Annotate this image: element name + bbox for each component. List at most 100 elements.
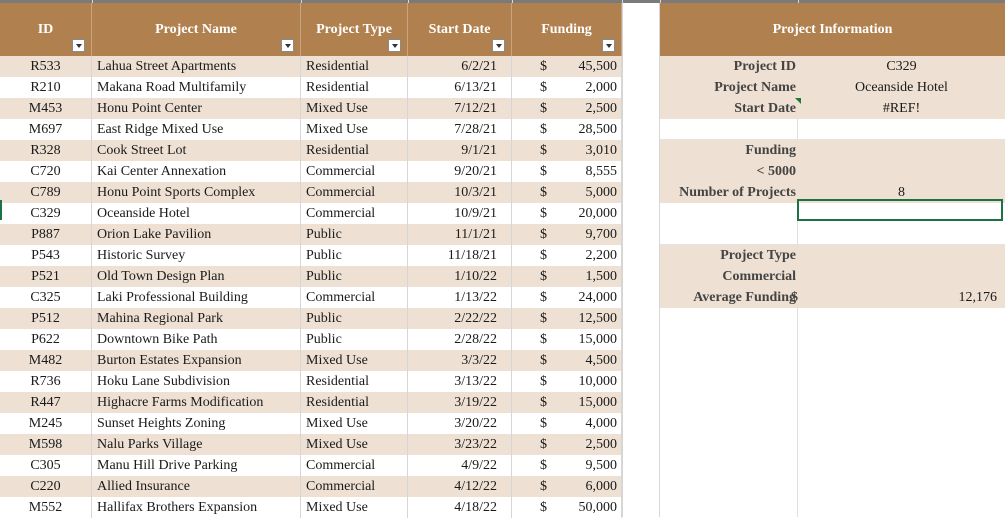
cell-project-id[interactable]: C220 [0, 476, 92, 497]
cell-start-date[interactable]: 4/12/22 [408, 476, 512, 497]
table-row[interactable]: C325 Laki Professional Building Commercial… [0, 287, 622, 308]
table-row[interactable]: R210 Makana Road Multifamily Residential 6/… [0, 77, 622, 98]
cell-project-name[interactable]: Mahina Regional Park [92, 308, 301, 329]
cell-funding[interactable]: $12,500 [512, 308, 622, 329]
cell-project-id[interactable]: M697 [0, 119, 92, 140]
info-row-project-id[interactable]: Project ID C329 [660, 56, 1005, 77]
cell-project-name[interactable]: Laki Professional Building [92, 287, 301, 308]
cell-project-type[interactable]: Residential [301, 56, 408, 77]
cell-start-date[interactable]: 3/19/22 [408, 392, 512, 413]
cell-project-type[interactable]: Public [301, 308, 408, 329]
cell-funding[interactable]: $5,000 [512, 182, 622, 203]
cell-project-id[interactable]: C329 [0, 203, 92, 224]
cell-funding[interactable]: $2,500 [512, 98, 622, 119]
cell-project-type[interactable]: Commercial [301, 161, 408, 182]
info-row-project-type-value[interactable]: Commercial [660, 266, 1005, 287]
header-project-type[interactable]: Project Type [301, 3, 408, 56]
info-row-number-of-projects[interactable]: Number of Projects 8 [660, 182, 1005, 203]
cell-project-name[interactable]: Sunset Heights Zoning [92, 413, 301, 434]
cell-start-date[interactable]: 10/9/21 [408, 203, 512, 224]
table-row[interactable]: C329 Oceanside Hotel Commercial 10/9/21 $20,… [0, 203, 622, 224]
cell-project-name[interactable]: Kai Center Annexation [92, 161, 301, 182]
cell-start-date[interactable]: 2/22/22 [408, 308, 512, 329]
cell-project-type[interactable]: Residential [301, 140, 408, 161]
cell-start-date[interactable]: 9/1/21 [408, 140, 512, 161]
cell-project-name[interactable]: Lahua Street Apartments [92, 56, 301, 77]
cell-project-id[interactable]: M245 [0, 413, 92, 434]
cell-project-id[interactable]: C305 [0, 455, 92, 476]
cell-funding[interactable]: $1,500 [512, 266, 622, 287]
cell-project-name[interactable]: Honu Point Center [92, 98, 301, 119]
cell-project-name[interactable]: Burton Estates Expansion [92, 350, 301, 371]
cell-funding[interactable]: $2,500 [512, 434, 622, 455]
empty-column[interactable] [622, 3, 660, 517]
cell-funding[interactable]: $24,000 [512, 287, 622, 308]
cell-start-date[interactable]: 4/9/22 [408, 455, 512, 476]
filter-dropdown-icon[interactable] [492, 39, 505, 52]
info-row-project-name[interactable]: Project Name Oceanside Hotel [660, 77, 1005, 98]
cell-project-id[interactable]: R210 [0, 77, 92, 98]
cell-project-type[interactable]: Mixed Use [301, 350, 408, 371]
cell-project-id[interactable]: M453 [0, 98, 92, 119]
cell-project-type[interactable]: Commercial [301, 455, 408, 476]
table-row[interactable]: R533 Lahua Street Apartments Residential 6/… [0, 56, 622, 77]
cell-project-id[interactable]: P521 [0, 266, 92, 287]
cell-start-date[interactable]: 6/2/21 [408, 56, 512, 77]
cell-funding[interactable]: $28,500 [512, 119, 622, 140]
table-row[interactable]: M453 Honu Point Center Mixed Use 7/12/21 $2,… [0, 98, 622, 119]
cell-project-name[interactable]: Makana Road Multifamily [92, 77, 301, 98]
cell-project-type[interactable]: Mixed Use [301, 119, 408, 140]
cell-project-id[interactable]: R533 [0, 56, 92, 77]
cell-funding[interactable]: $2,000 [512, 77, 622, 98]
cell-project-name[interactable]: Hoku Lane Subdivision [92, 371, 301, 392]
info-row-blank[interactable] [660, 119, 1005, 140]
cell-start-date[interactable]: 3/23/22 [408, 434, 512, 455]
cell-funding[interactable]: $9,500 [512, 455, 622, 476]
cell-start-date[interactable]: 6/13/21 [408, 77, 512, 98]
project-info-header[interactable]: Project Information [660, 3, 1005, 56]
cell-project-type[interactable]: Public [301, 266, 408, 287]
cell-project-type[interactable]: Residential [301, 392, 408, 413]
filter-dropdown-icon[interactable] [281, 39, 294, 52]
table-row[interactable]: C305 Manu Hill Drive Parking Commercial 4/9… [0, 455, 622, 476]
cell-project-type[interactable]: Commercial [301, 182, 408, 203]
header-project-name[interactable]: Project Name [92, 3, 301, 56]
funding-criteria-value[interactable]: < 5000 [756, 164, 796, 179]
cell-project-id[interactable]: R447 [0, 392, 92, 413]
table-row[interactable]: M482 Burton Estates Expansion Mixed Use 3/3… [0, 350, 622, 371]
cell-project-name[interactable]: East Ridge Mixed Use [92, 119, 301, 140]
cell-start-date[interactable]: 2/28/22 [408, 329, 512, 350]
table-row[interactable]: P622 Downtown Bike Path Public 2/28/22 $15,0… [0, 329, 622, 350]
project-type-value[interactable]: Commercial [722, 269, 796, 284]
cell-project-type[interactable]: Public [301, 329, 408, 350]
table-row[interactable]: M598 Nalu Parks Village Mixed Use 3/23/22 $2… [0, 434, 622, 455]
header-start-date[interactable]: Start Date [408, 3, 512, 56]
cell-project-type[interactable]: Residential [301, 371, 408, 392]
cell-project-type[interactable]: Public [301, 245, 408, 266]
cell-start-date[interactable]: 7/28/21 [408, 119, 512, 140]
cell-project-type[interactable]: Mixed Use [301, 497, 408, 518]
table-row[interactable]: C789 Honu Point Sports Complex Commercial 1… [0, 182, 622, 203]
cell-start-date[interactable]: 3/20/22 [408, 413, 512, 434]
error-indicator-icon[interactable] [795, 98, 801, 104]
cell-funding[interactable]: $3,010 [512, 140, 622, 161]
cell-project-name[interactable]: Nalu Parks Village [92, 434, 301, 455]
cell-project-id[interactable]: P887 [0, 224, 92, 245]
active-cell-selection[interactable] [797, 199, 1003, 221]
cell-start-date[interactable]: 10/3/21 [408, 182, 512, 203]
cell-project-id[interactable]: M552 [0, 497, 92, 518]
cell-project-name[interactable]: Orion Lake Pavilion [92, 224, 301, 245]
info-row-average-funding[interactable]: Average Funding $ 12,176 [660, 287, 1005, 308]
cell-start-date[interactable]: 3/3/22 [408, 350, 512, 371]
cell-start-date[interactable]: 7/12/21 [408, 98, 512, 119]
info-row-project-type[interactable]: Project Type [660, 245, 1005, 266]
cell-project-id[interactable]: C789 [0, 182, 92, 203]
number-of-projects-value[interactable]: 8 [898, 185, 905, 200]
table-row[interactable]: R447 Highacre Farms Modification Residenti… [0, 392, 622, 413]
cell-funding[interactable]: $2,200 [512, 245, 622, 266]
start-date-value[interactable]: #REF! [882, 101, 921, 116]
table-row[interactable]: R328 Cook Street Lot Residential 9/1/21 $3,0… [0, 140, 622, 161]
cell-project-type[interactable]: Public [301, 224, 408, 245]
table-row[interactable]: P543 Historic Survey Public 11/18/21 $2,200 [0, 245, 622, 266]
cell-funding[interactable]: $10,000 [512, 371, 622, 392]
